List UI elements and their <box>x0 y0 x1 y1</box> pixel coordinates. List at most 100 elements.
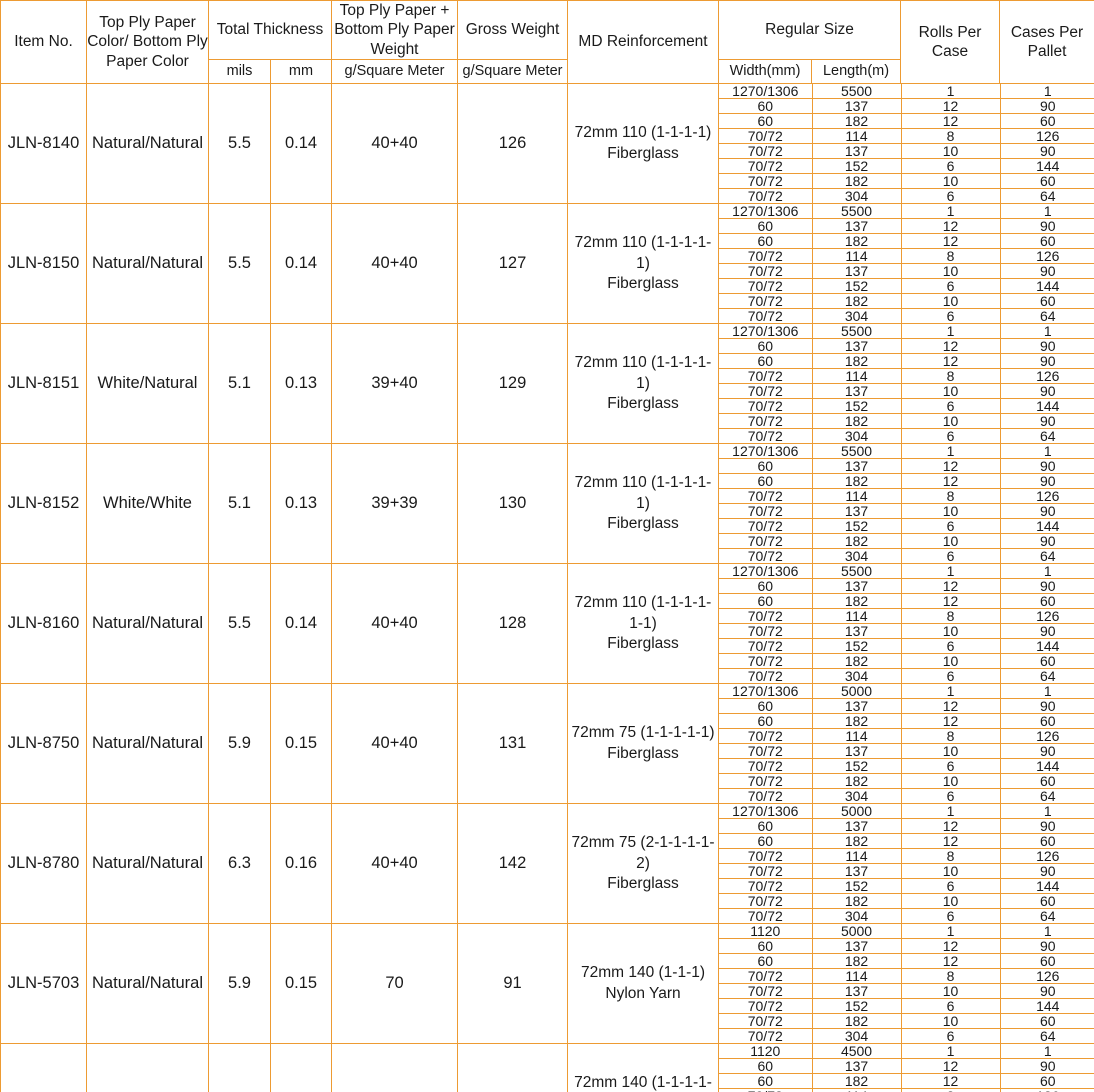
size-rolls-cell: 6 <box>901 188 1001 204</box>
size-row: 70/72 152 6 144 <box>719 758 1094 775</box>
size-rolls-cell: 10 <box>901 503 1001 520</box>
col-header-ply-color: Top Ply Paper Color/ Bottom Ply Paper Co… <box>86 0 209 85</box>
size-cases-cell: 90 <box>1000 218 1094 235</box>
size-rolls-cell: 12 <box>901 578 1001 595</box>
size-row: 1270/1306 5500 1 1 <box>719 564 1094 580</box>
size-rolls-cell: 12 <box>901 98 1001 115</box>
size-length-cell: 114 <box>812 248 902 265</box>
size-cases-cell: 1 <box>1000 564 1094 580</box>
size-cases-cell: 90 <box>1000 473 1094 490</box>
size-rolls-cell: 8 <box>901 968 1001 985</box>
size-rolls-cell: 12 <box>901 233 1001 250</box>
size-length-cell: 5000 <box>812 804 902 820</box>
size-rolls-cell: 1 <box>901 564 1001 580</box>
size-rolls-cell: 1 <box>901 684 1001 700</box>
size-row: 1270/1306 5500 1 1 <box>719 444 1094 460</box>
size-length-cell: 182 <box>812 953 902 970</box>
size-length-cell: 114 <box>812 608 902 625</box>
size-width-cell: 1270/1306 <box>719 444 813 460</box>
size-row: 70/72 137 10 90 <box>719 623 1094 640</box>
size-width-cell: 70/72 <box>719 758 813 775</box>
size-cases-cell: 90 <box>1000 458 1094 475</box>
size-width-cell: 70/72 <box>719 638 813 655</box>
size-row: 1120 4500 1 1 <box>719 1044 1094 1060</box>
size-row: 60 137 12 90 <box>719 938 1094 955</box>
size-subtable: 1270/1306 5500 1 1 60 137 12 90 60 182 12 90 70/72 11… <box>719 324 1094 444</box>
size-row: 1270/1306 5000 1 1 <box>719 804 1094 820</box>
size-width-cell: 60 <box>719 953 813 970</box>
size-row: 70/72 152 6 144 <box>719 158 1094 175</box>
md-reinforcement-line1: 72mm 110 (1-1-1-1-1) <box>574 354 712 392</box>
size-row: 70/72 182 10 60 <box>719 173 1094 190</box>
size-length-cell: 114 <box>812 368 902 385</box>
size-length-cell: 304 <box>812 308 902 324</box>
size-cases-cell: 90 <box>1000 143 1094 160</box>
size-rolls-cell: 8 <box>901 368 1001 385</box>
md-reinforcement-cell: 72mm 75 (2-1-1-1-1-2) Fiberglass <box>567 803 720 925</box>
size-width-cell: 70/72 <box>719 368 813 385</box>
gross-weight-cell: 142 <box>457 803 569 925</box>
size-width-cell: 1120 <box>719 924 813 940</box>
md-reinforcement-line1: 72mm 110 (1-1-1-1-1) <box>574 234 712 272</box>
size-row: 60 137 12 90 <box>719 98 1094 115</box>
size-cases-cell: 60 <box>1000 173 1094 190</box>
size-width-cell: 70/72 <box>719 158 813 175</box>
size-width-cell: 70/72 <box>719 893 813 910</box>
size-subtable: 1270/1306 5000 1 1 60 137 12 90 60 182 12 60 70/72 11… <box>719 804 1094 924</box>
size-length-cell: 137 <box>812 578 902 595</box>
size-rolls-cell: 6 <box>901 668 1001 684</box>
size-cases-cell: 144 <box>1000 998 1094 1015</box>
size-length-cell: 304 <box>812 548 902 564</box>
size-length-cell: 182 <box>812 533 902 550</box>
size-cases-cell: 126 <box>1000 1088 1094 1092</box>
size-length-cell: 137 <box>812 503 902 520</box>
size-length-cell: 152 <box>812 398 902 415</box>
md-reinforcement-line1: 72mm 75 (1-1-1-1-1) <box>571 724 715 742</box>
size-width-cell: 70/72 <box>719 998 813 1015</box>
size-rolls-cell: 12 <box>901 938 1001 955</box>
size-length-cell: 5000 <box>812 684 902 700</box>
size-rolls-cell: 8 <box>901 1088 1001 1092</box>
size-width-cell: 60 <box>719 578 813 595</box>
md-reinforcement-cell: 72mm 110 (1-1-1-1-1) Fiberglass <box>567 203 720 325</box>
col-header-length-m: Length(m) <box>811 59 902 85</box>
size-width-cell: 70/72 <box>719 908 813 924</box>
regular-size-block: 1120 5000 1 1 60 137 12 90 60 182 12 60 70/72 114 8 126… <box>718 923 1094 1045</box>
size-row: 60 137 12 90 <box>719 698 1094 715</box>
md-reinforcement-cell: 72mm 140 (1-1-1-1-1)Nylon Yarn <box>567 1043 720 1092</box>
size-row: 70/72 304 6 64 <box>719 668 1094 684</box>
size-width-cell: 70/72 <box>719 548 813 564</box>
size-cases-cell: 126 <box>1000 488 1094 505</box>
mm-cell: 0.15 <box>269 923 333 1045</box>
size-width-cell: 70/72 <box>719 383 813 400</box>
size-rolls-cell: 10 <box>901 653 1001 670</box>
ply-weight-cell: 70 <box>331 923 459 1045</box>
size-cases-cell: 144 <box>1000 638 1094 655</box>
ply-color-cell: Natural/Natural <box>86 1043 209 1092</box>
ply-color-cell: Natural/Natural <box>86 203 209 325</box>
size-cases-cell: 90 <box>1000 383 1094 400</box>
size-width-cell: 60 <box>719 833 813 850</box>
ply-weight-cell: 39+40 <box>331 323 459 445</box>
size-rolls-cell: 10 <box>901 623 1001 640</box>
size-length-cell: 152 <box>812 278 902 295</box>
size-length-cell: 114 <box>812 128 902 145</box>
size-length-cell: 152 <box>812 998 902 1015</box>
ply-weight-cell: 80 <box>331 1043 459 1092</box>
size-cases-cell: 64 <box>1000 1028 1094 1044</box>
size-rolls-cell: 1 <box>901 804 1001 820</box>
size-width-cell: 70/72 <box>719 983 813 1000</box>
size-length-cell: 137 <box>812 218 902 235</box>
size-cases-cell: 60 <box>1000 773 1094 790</box>
table-row: JLN-5703 Natural/Natural 5.9 0.15 70 91 72mm 1… <box>0 923 1094 1045</box>
ply-color-cell: Natural/Natural <box>86 683 209 805</box>
size-length-cell: 5000 <box>812 924 902 940</box>
md-reinforcement-cell: 72mm 75 (1-1-1-1-1) Fiberglass <box>567 683 720 805</box>
size-row: 70/72 137 10 90 <box>719 863 1094 880</box>
size-length-cell: 152 <box>812 758 902 775</box>
size-rolls-cell: 12 <box>901 593 1001 610</box>
size-length-cell: 137 <box>812 818 902 835</box>
size-width-cell: 70/72 <box>719 728 813 745</box>
